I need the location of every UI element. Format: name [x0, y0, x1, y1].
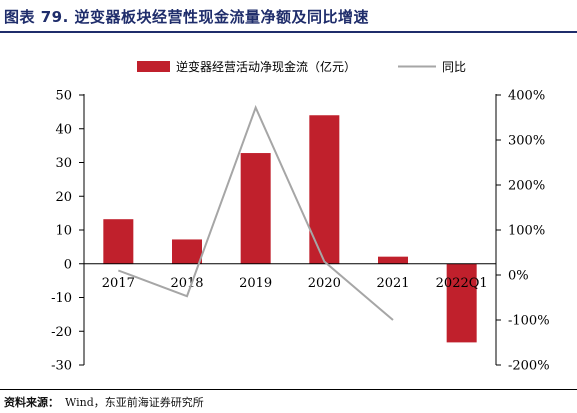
x-tick-labels: 2017 2018 2019 2020 2021 2022Q1 [102, 276, 488, 291]
yoy-line [117, 104, 394, 321]
footer-divider [0, 389, 577, 390]
y-tick-left-label: 20 [55, 190, 72, 205]
x-tick-label: 2021 [376, 276, 409, 291]
bars [103, 115, 477, 343]
source-note: 资料来源： Wind，东亚前海证券研究所 [4, 394, 204, 410]
y-tick-left-label: 40 [55, 122, 72, 137]
chart-svg: 逆变器经营活动净现金流（亿元） 同比 -30-20-1001020304050 … [51, 59, 550, 374]
x-tick-label: 2020 [308, 276, 341, 291]
bar-2022Q1 [446, 263, 477, 343]
y-tick-left-label: 10 [55, 224, 72, 239]
x-tick-label: 2022Q1 [436, 276, 488, 291]
x-tick-label: 2019 [239, 276, 272, 291]
x-tick-label: 2017 [102, 276, 135, 291]
bar-2017 [103, 219, 134, 264]
y-tick-left-label: -30 [51, 359, 72, 374]
source-text: Wind，东亚前海证券研究所 [65, 396, 204, 409]
legend-bar-label: 逆变器经营活动净现金流（亿元） [176, 59, 356, 74]
y-tick-right-label: -200% [508, 359, 550, 374]
page-title: 图表 79. 逆变器板块经营性现金流量净额及同比增速 [4, 8, 370, 26]
y-tick-left-label: 30 [55, 156, 72, 171]
y-tick-left-label: -10 [51, 291, 72, 306]
legend: 逆变器经营活动净现金流（亿元） 同比 [137, 59, 466, 74]
x-tick-label: 2018 [170, 276, 203, 291]
bar-2018 [172, 239, 202, 264]
y-tick-right-label: 300% [508, 134, 545, 149]
bar-2019 [240, 153, 271, 264]
title-divider [0, 31, 577, 33]
y-tick-right-label: -100% [508, 314, 550, 329]
bar-2020 [309, 115, 340, 264]
y-tick-right-label: 400% [508, 89, 545, 104]
y-tick-left-label: -20 [51, 325, 72, 340]
legend-line-label: 同比 [442, 60, 466, 74]
y-ticks-left: -30 -20 -10 0 10 20 30 40 50 [51, 89, 84, 374]
y-tick-left-label: 0 [64, 257, 72, 272]
source-label: 资料来源： [4, 396, 59, 409]
y-tick-right-label: 0% [508, 269, 529, 284]
y-tick-right-label: 200% [508, 179, 545, 194]
y-tick-left-label: 50 [55, 89, 72, 104]
bar-2021 [378, 256, 408, 264]
y-tick-right-label: 100% [508, 224, 545, 239]
y-ticks-right: -200% -100% 0% 100% 200% 300% 400% [496, 89, 550, 374]
legend-bar-swatch [137, 61, 170, 72]
